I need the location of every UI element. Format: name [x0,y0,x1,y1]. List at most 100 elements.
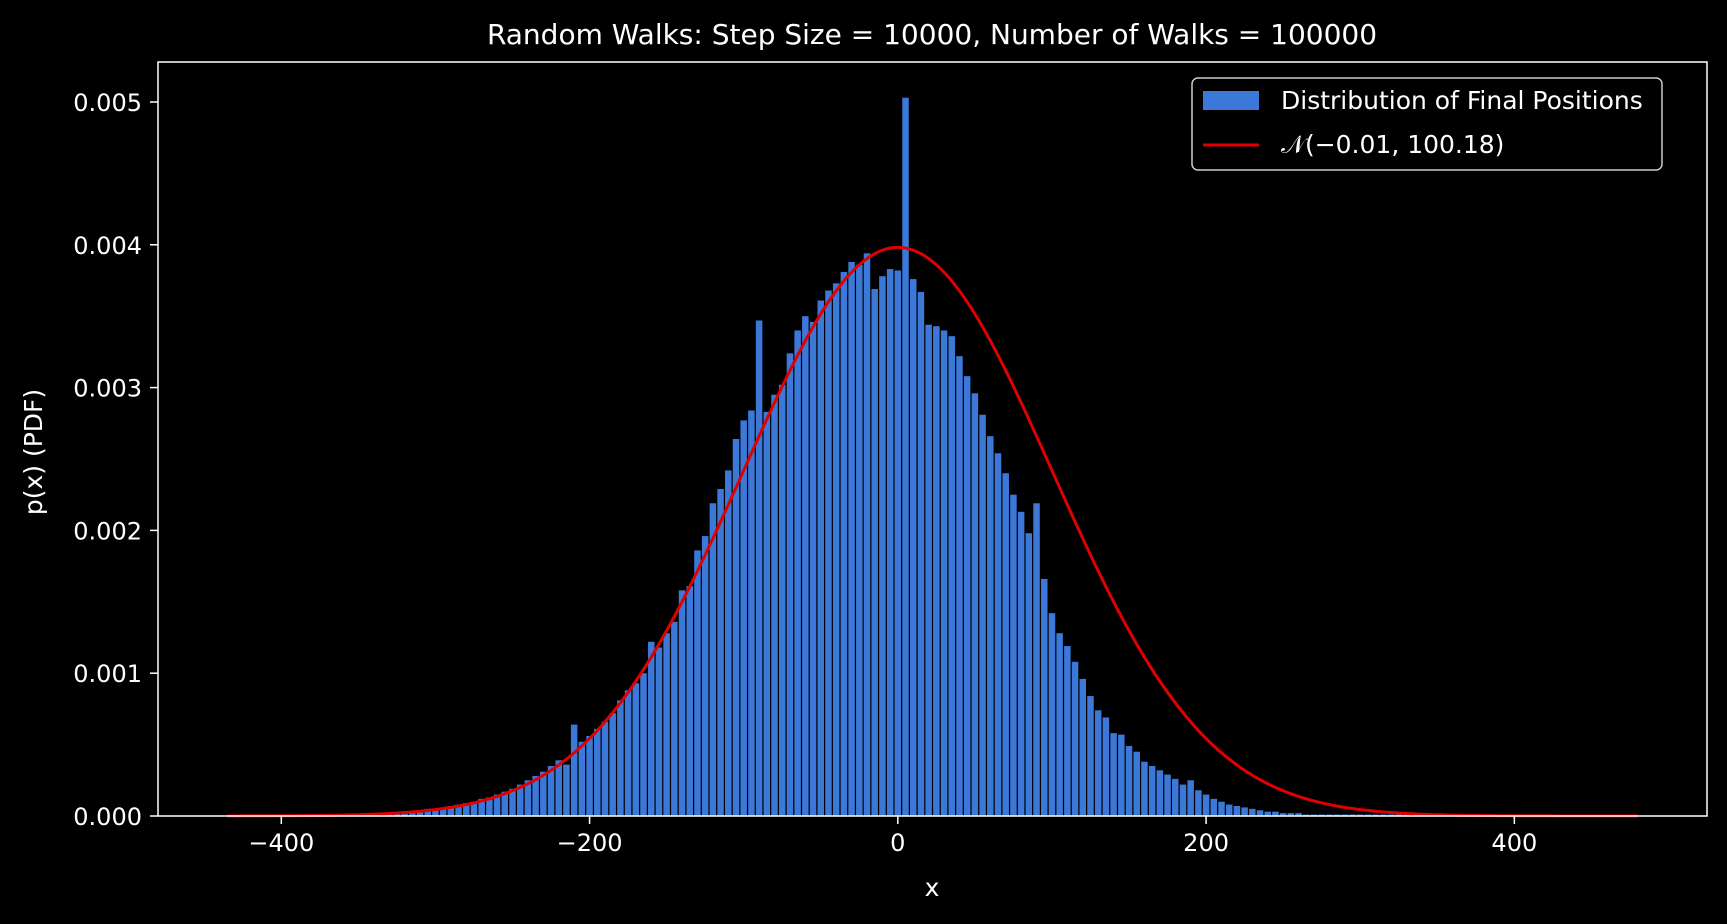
histogram-bar [601,721,609,816]
histogram-bar [956,356,963,816]
histogram-bar [825,290,832,816]
histogram-bar [794,330,801,816]
histogram-bar [486,797,493,816]
histogram-bar [748,410,755,816]
histogram-bars [385,97,1410,817]
histogram-bar [732,439,740,816]
histogram-bar [1079,678,1087,816]
histogram-bar [1233,806,1241,816]
histogram-bar [1025,533,1033,816]
histogram-bar [709,503,717,816]
histogram-bar [1295,813,1302,816]
legend-bar-swatch [1203,91,1259,110]
x-axis-ticks: −400 −200 0 200 400 [248,816,1537,857]
x-tick-label: −200 [557,829,623,857]
histogram-bar [933,326,940,816]
histogram-bar [1002,473,1009,816]
histogram-bar [832,283,840,816]
histogram-bar [678,590,686,816]
histogram-bar [917,291,925,817]
histogram-bar [632,683,640,816]
chart-title: Random Walks: Step Size = 10000, Number … [487,18,1377,51]
y-tick-label: 0.002 [73,517,142,545]
histogram-bar [817,300,825,816]
histogram-bar [640,673,647,816]
histogram-bar [740,420,747,816]
histogram-bar [624,690,632,816]
histogram-bar [547,766,555,816]
histogram-bar [771,394,778,816]
histogram-bar [655,647,663,816]
histogram-bar [1141,761,1148,816]
histogram-bar [1279,813,1287,816]
histogram-bar [879,276,886,816]
histogram-bar [686,586,693,816]
histogram-bar [563,764,570,816]
histogram-bar [971,393,979,816]
histogram-bar [532,776,539,816]
histogram-bar [594,728,601,816]
histogram-bar [671,621,678,816]
x-tick-label: 200 [1183,829,1229,857]
histogram-bar [1040,578,1048,816]
histogram-bar [516,784,524,816]
histogram-bar [840,271,848,817]
plot-area [157,61,1708,818]
x-tick-label: −400 [248,829,314,857]
histogram-bar [617,700,624,816]
histogram-bar [447,806,455,816]
x-axis-label: x [925,873,940,902]
histogram-bar [987,436,994,816]
y-tick-label: 0.000 [73,803,142,831]
histogram-bar [1164,774,1171,816]
histogram-bar [1172,778,1179,816]
y-axis-ticks: 0.000 0.001 0.002 0.003 0.004 0.005 [73,89,158,831]
histogram-bar [1087,696,1094,816]
legend: Distribution of Final Positions 𝒩(−0.01,… [1191,77,1663,171]
y-tick-label: 0.003 [73,375,142,403]
y-axis-label: p(x) (PDF) [19,389,48,515]
histogram-bar [1287,813,1295,816]
histogram-bar [1017,511,1025,816]
histogram-bar [586,736,593,816]
histogram-bar [493,794,501,816]
x-tick-label: 0 [890,829,905,857]
histogram-bar [1033,503,1040,816]
histogram-bar [940,330,948,816]
histogram-bar [1056,633,1063,816]
histogram-bar [1202,794,1210,816]
histogram-bar [1195,790,1202,816]
histogram-bar [1187,780,1194,816]
histogram-bar [871,289,878,816]
histogram-bar [501,791,509,816]
histogram-bar [994,453,1002,816]
histogram-bar [1148,766,1156,816]
normal-fit-line [227,245,1638,818]
y-tick-label: 0.004 [73,232,142,260]
histogram-bar [1125,746,1133,816]
histogram-bar [1256,810,1264,816]
histogram-bar [694,550,701,816]
histogram-bar [647,641,655,816]
histogram-bar [509,788,516,816]
histogram-bar [1218,801,1225,816]
histogram-bar [786,353,794,816]
histogram-bar [902,97,909,817]
histogram-bar [701,536,709,816]
histogram-bar [1156,770,1164,816]
legend-label-histogram: Distribution of Final Positions [1281,86,1643,115]
histogram-bar [1210,798,1218,816]
histogram-bar [1102,717,1110,816]
histogram-bar [1133,751,1140,816]
histogram-bar [925,324,932,816]
y-tick-label: 0.001 [73,660,142,688]
histogram-bar [1241,807,1248,816]
histogram-bar [578,741,586,816]
histogram-bar [432,808,439,816]
histogram-bar [1264,811,1271,816]
histogram-bar [886,269,894,816]
legend-box [1191,77,1663,171]
histogram-bar [778,384,786,816]
